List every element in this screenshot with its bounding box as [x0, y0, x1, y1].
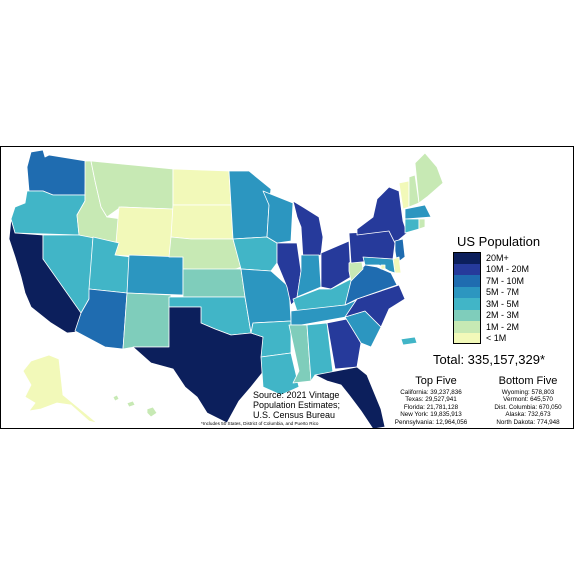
list-item: Vermont: 645,570: [503, 396, 553, 404]
state-wa: [26, 149, 87, 196]
state-hi: [126, 400, 136, 408]
list-item: Texas: 29,527,941: [405, 396, 457, 404]
source-line-2: Population Estimates;: [253, 400, 341, 410]
list-item: Florida: 21,781,128: [403, 403, 459, 411]
legend-row: 5M - 7M: [453, 286, 529, 298]
legend-row: 10M - 20M: [453, 263, 530, 275]
state-ri: [418, 218, 426, 230]
state-fl: [314, 366, 386, 428]
state-ga: [326, 318, 362, 370]
source-line-3: U.S. Census Bureau: [253, 410, 336, 420]
top-five-list: California: 39,237,836 Texas: 29,527,941 F…: [381, 389, 481, 426]
state-nj: [394, 238, 406, 264]
top-five-title: Top Five: [415, 375, 457, 387]
legend-row: < 1M: [453, 332, 529, 344]
state-tx: [132, 306, 268, 424]
list-item: California: 39,237,836: [400, 389, 462, 396]
list-item: North Dakota: 774,948: [496, 418, 560, 426]
list-item: New York: 19,835,913: [400, 411, 462, 419]
total-population: Total: 335,157,329*: [433, 352, 546, 367]
legend-swatch: [453, 309, 481, 321]
footnote: *Includes 50 States, District of Columbi…: [201, 421, 319, 426]
state-co: [126, 254, 184, 296]
legend-row: 7M - 10M: [453, 275, 529, 287]
source-line-1: Source: 2021 Vintage: [253, 390, 340, 400]
state-la: [260, 352, 300, 396]
map-frame: US Population 20M+ 10M - 20M 7M - 10M 5M - …: [0, 146, 574, 429]
legend-swatch: [453, 286, 481, 298]
legend-row: 3M - 5M: [453, 298, 529, 310]
legend-label: 2M - 3M: [486, 310, 520, 321]
legend-label: 1M - 2M: [486, 321, 520, 332]
state-ms: [288, 324, 312, 384]
state-ct: [404, 218, 420, 234]
legend-title: US Population: [457, 234, 541, 249]
legend-swatch: [453, 298, 481, 310]
legend-label: 5M - 7M: [486, 287, 520, 298]
legend-label: 7M - 10M: [486, 275, 525, 286]
us-population-map: [8, 149, 444, 428]
bottom-five-list: Wyoming: 578,803 Vermont: 645,570 Dist. Co…: [478, 389, 576, 426]
list-item: Dist. Columbia: 670,050: [494, 403, 562, 411]
state-hi: [112, 394, 120, 402]
legend-label: < 1M: [486, 333, 507, 344]
legend-label: 20M+: [486, 252, 509, 263]
legend-swatch: [453, 252, 481, 264]
legend-row: 1M - 2M: [453, 321, 529, 333]
legend-swatch: [453, 332, 481, 344]
state-mn: [228, 170, 272, 240]
list-item: Alaska: 732,673: [505, 411, 551, 419]
state-pr: [400, 336, 418, 346]
bottom-five-title: Bottom Five: [498, 375, 558, 387]
state-ma: [404, 204, 432, 220]
state-ny: [356, 186, 408, 244]
state-nc: [344, 284, 406, 328]
state-wy: [114, 206, 174, 260]
legend-row: 20M+: [453, 252, 529, 264]
legend: 20M+ 10M - 20M 7M - 10M 5M - 7M 3M - 5M 2M - …: [453, 252, 529, 344]
state-nm: [122, 292, 172, 350]
state-dc: [380, 264, 386, 270]
legend-swatch: [453, 321, 481, 333]
state-me: [414, 152, 444, 204]
list-item: Pennsylvania: 12,964,056: [394, 418, 468, 426]
list-item: Wyoming: 578,803: [501, 389, 555, 396]
state-or: [10, 190, 86, 236]
state-ak: [22, 354, 98, 424]
state-hi: [146, 406, 158, 418]
state-md: [362, 256, 396, 274]
legend-swatch: [453, 263, 481, 275]
legend-swatch: [453, 275, 481, 287]
state-sd: [170, 204, 234, 240]
legend-row: 2M - 3M: [453, 309, 529, 321]
state-ks: [182, 268, 246, 298]
legend-label: 3M - 5M: [486, 298, 520, 309]
source-text: Source: 2021 Vintage Population Estimate…: [253, 390, 340, 420]
legend-label: 10M - 20M: [486, 264, 530, 275]
state-in: [296, 254, 322, 298]
state-nd: [172, 168, 232, 206]
